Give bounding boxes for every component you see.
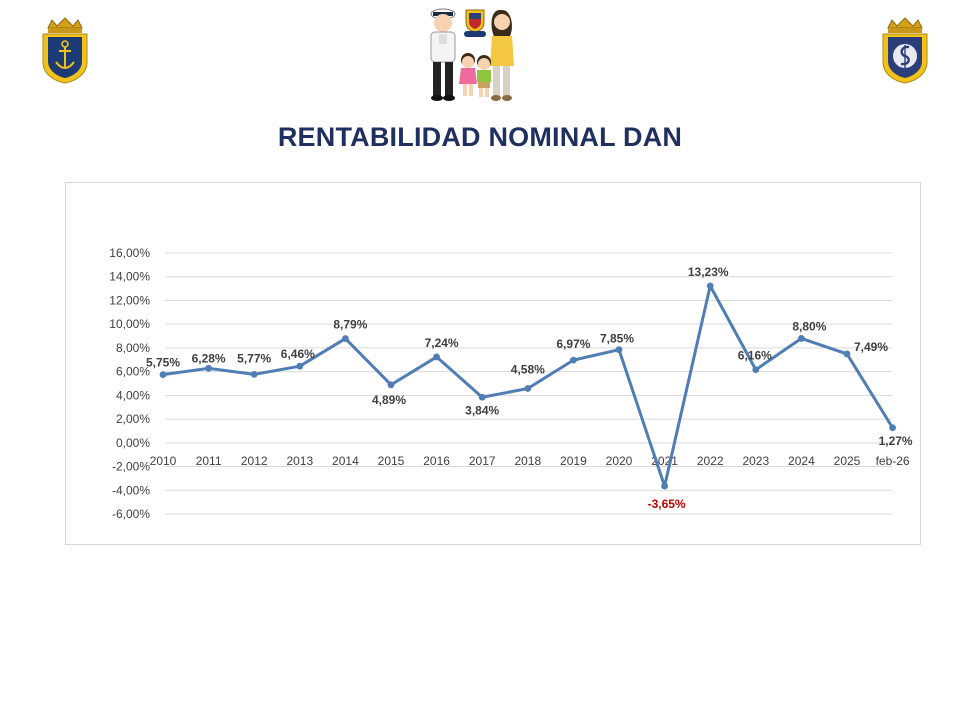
data-label: 8,80% xyxy=(792,319,826,333)
chart-container: 16,00% 14,00% 12,00% 10,00% 8,00% 6,00% 4,00% 2… xyxy=(65,182,921,545)
data-label: 6,46% xyxy=(281,347,315,361)
x-tick-label: 2023 xyxy=(742,454,769,468)
x-tick-label: 2024 xyxy=(788,454,815,468)
data-point xyxy=(615,346,623,354)
y-tick-label: 12,00% xyxy=(109,293,150,307)
navy-crest-left-icon xyxy=(42,17,88,84)
data-point xyxy=(433,353,440,361)
y-tick-label: -6,00% xyxy=(112,507,150,521)
x-tick-label: 2022 xyxy=(697,454,724,468)
y-tick-label: 0,00% xyxy=(116,436,150,450)
data-point xyxy=(478,393,486,401)
data-label: 4,89% xyxy=(372,393,406,407)
data-label: -3,65% xyxy=(648,497,686,511)
y-tick-label: 4,00% xyxy=(116,388,150,402)
x-tick-label: 2013 xyxy=(286,454,313,468)
data-label: 6,97% xyxy=(556,337,590,351)
x-tick-label: 2011 xyxy=(196,454,222,468)
y-tick-label: -2,00% xyxy=(112,460,150,474)
mother-figure xyxy=(490,10,514,101)
y-tick-label: 2,00% xyxy=(116,412,150,426)
line-chart: 16,00% 14,00% 12,00% 10,00% 8,00% 6,00% 4,00% 2… xyxy=(109,246,913,521)
daughter-figure xyxy=(459,53,477,96)
data-label: 8,79% xyxy=(333,318,367,332)
data-point xyxy=(570,356,577,364)
son-figure xyxy=(477,55,491,97)
x-tick-label: 2014 xyxy=(332,454,359,468)
data-point xyxy=(387,381,395,389)
x-tick-label: 2010 xyxy=(150,454,177,468)
data-label: 7,85% xyxy=(600,332,634,346)
data-point xyxy=(798,335,805,342)
x-tick-label: 2020 xyxy=(606,454,633,468)
data-point xyxy=(889,424,896,432)
data-label: 5,75% xyxy=(146,356,180,370)
y-tick-label: -4,00% xyxy=(112,483,150,497)
data-label: 1,27% xyxy=(879,434,913,448)
data-label: 6,28% xyxy=(192,351,226,365)
data-point xyxy=(524,385,532,392)
sailor-figure xyxy=(430,8,456,101)
data-point xyxy=(661,482,668,490)
x-tick-label: 2012 xyxy=(241,454,268,468)
data-point xyxy=(843,350,851,358)
data-point xyxy=(342,335,349,342)
data-point xyxy=(752,366,760,374)
data-label: 5,77% xyxy=(237,351,271,365)
data-point xyxy=(205,364,213,372)
x-tick-label: 2017 xyxy=(469,454,496,468)
y-tick-label: 6,00% xyxy=(116,365,150,379)
x-tick-label: 2025 xyxy=(834,454,861,468)
x-tick-label: 2016 xyxy=(423,454,450,468)
x-tick-label: 2019 xyxy=(560,454,587,468)
family-emblem xyxy=(464,9,486,37)
data-label: 7,49% xyxy=(854,340,888,354)
x-tick-label: 2015 xyxy=(378,454,405,468)
data-point xyxy=(706,282,714,290)
y-tick-label: 14,00% xyxy=(109,270,150,284)
x-tick-label: feb-26 xyxy=(876,454,910,468)
data-label: 4,58% xyxy=(511,362,545,376)
data-label: 13,23% xyxy=(688,265,729,279)
data-label: 3,84% xyxy=(465,403,499,417)
y-tick-label: 16,00% xyxy=(109,246,150,260)
data-point xyxy=(159,371,167,379)
data-label: 7,24% xyxy=(425,336,459,350)
data-point xyxy=(296,362,304,370)
data-point xyxy=(250,370,258,378)
x-tick-label: 2018 xyxy=(514,454,541,468)
page-title: RENTABILIDAD NOMINAL DAN xyxy=(277,122,683,152)
y-tick-label: 8,00% xyxy=(116,341,150,355)
y-tick-label: 10,00% xyxy=(109,317,150,331)
dan-crest-right-icon xyxy=(882,17,928,84)
family-illustration xyxy=(430,8,514,101)
data-label: 6,16% xyxy=(738,349,772,363)
